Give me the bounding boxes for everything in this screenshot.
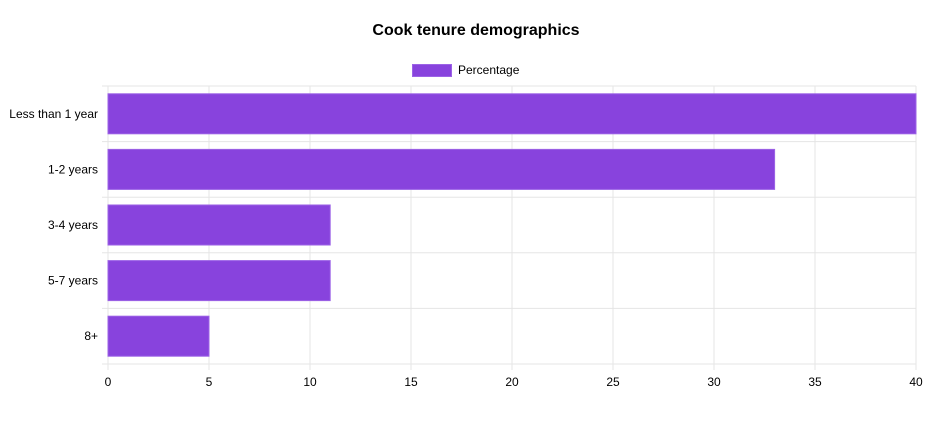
y-tick-label: 8+: [84, 329, 98, 343]
x-tick-label: 30: [707, 375, 721, 389]
y-tick-label: 5-7 years: [48, 274, 98, 288]
chart-title: Cook tenure demographics: [372, 22, 580, 39]
y-tick-label: 1-2 years: [48, 162, 98, 176]
bar: [107, 93, 917, 135]
y-tick-label: 3-4 years: [48, 218, 98, 232]
bar: [107, 204, 331, 246]
x-tick-label: 40: [909, 375, 923, 389]
x-tick-label: 15: [404, 375, 418, 389]
x-tick-label: 10: [303, 375, 317, 389]
legend-label: Percentage: [458, 63, 520, 77]
bar: [107, 148, 776, 190]
x-tick-label: 5: [206, 375, 213, 389]
legend[interactable]: Percentage: [412, 61, 519, 79]
x-tick-label: 20: [505, 375, 519, 389]
y-tick-label: Less than 1 year: [9, 107, 98, 121]
legend-swatch: [412, 63, 452, 77]
x-tick-label: 25: [606, 375, 620, 389]
bar: [107, 260, 331, 302]
x-tick-label: 35: [808, 375, 822, 389]
x-tick-label: 0: [105, 375, 112, 389]
bar: [107, 315, 210, 357]
